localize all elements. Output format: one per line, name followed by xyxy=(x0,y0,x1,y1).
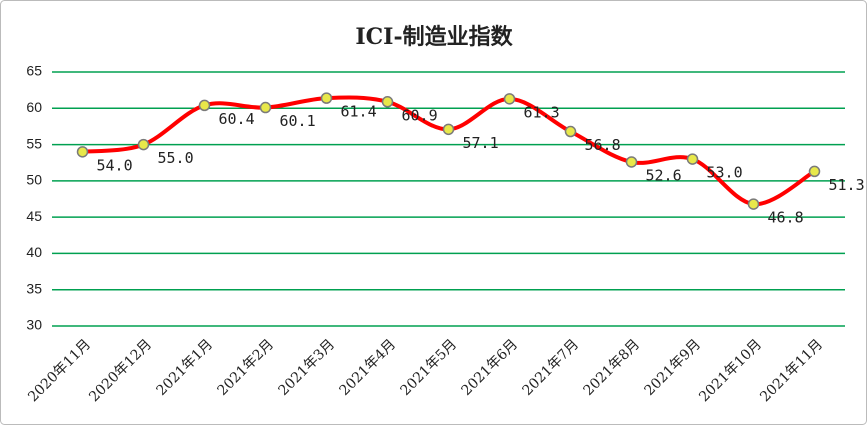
value-label: 52.6 xyxy=(646,166,682,184)
point xyxy=(564,125,577,138)
point xyxy=(747,198,760,210)
value-label: 46.8 xyxy=(768,209,804,227)
value-label: 61.3 xyxy=(524,103,560,121)
point xyxy=(686,153,699,165)
y-tick-label: 60 xyxy=(26,99,42,115)
point xyxy=(442,123,455,136)
point xyxy=(259,101,272,114)
y-tick-label: 35 xyxy=(26,280,42,296)
point xyxy=(198,99,211,112)
value-label: 56.8 xyxy=(585,136,621,154)
point xyxy=(320,92,333,104)
point xyxy=(808,165,821,178)
value-label: 55.0 xyxy=(158,149,194,167)
value-label: 60.4 xyxy=(219,110,255,128)
point xyxy=(137,138,150,151)
value-label: 61.4 xyxy=(341,103,377,121)
y-tick-label: 30 xyxy=(26,317,42,333)
y-tick-label: 50 xyxy=(26,172,42,188)
value-label: 60.1 xyxy=(280,112,316,130)
point xyxy=(625,156,638,168)
chart-title: ICI-制造业指数 xyxy=(355,24,513,50)
value-label: 51.3 xyxy=(829,176,865,194)
y-tick-label: 45 xyxy=(26,208,42,224)
value-label: 53.0 xyxy=(707,164,743,182)
point xyxy=(503,93,516,105)
y-tick-label: 40 xyxy=(26,244,42,260)
value-label: 60.9 xyxy=(402,106,438,124)
y-tick-label: 55 xyxy=(26,135,42,151)
point xyxy=(381,96,394,108)
value-label: 54.0 xyxy=(97,156,133,174)
value-label: 57.1 xyxy=(463,134,499,152)
y-tick-label: 65 xyxy=(26,63,42,79)
point xyxy=(76,146,89,158)
